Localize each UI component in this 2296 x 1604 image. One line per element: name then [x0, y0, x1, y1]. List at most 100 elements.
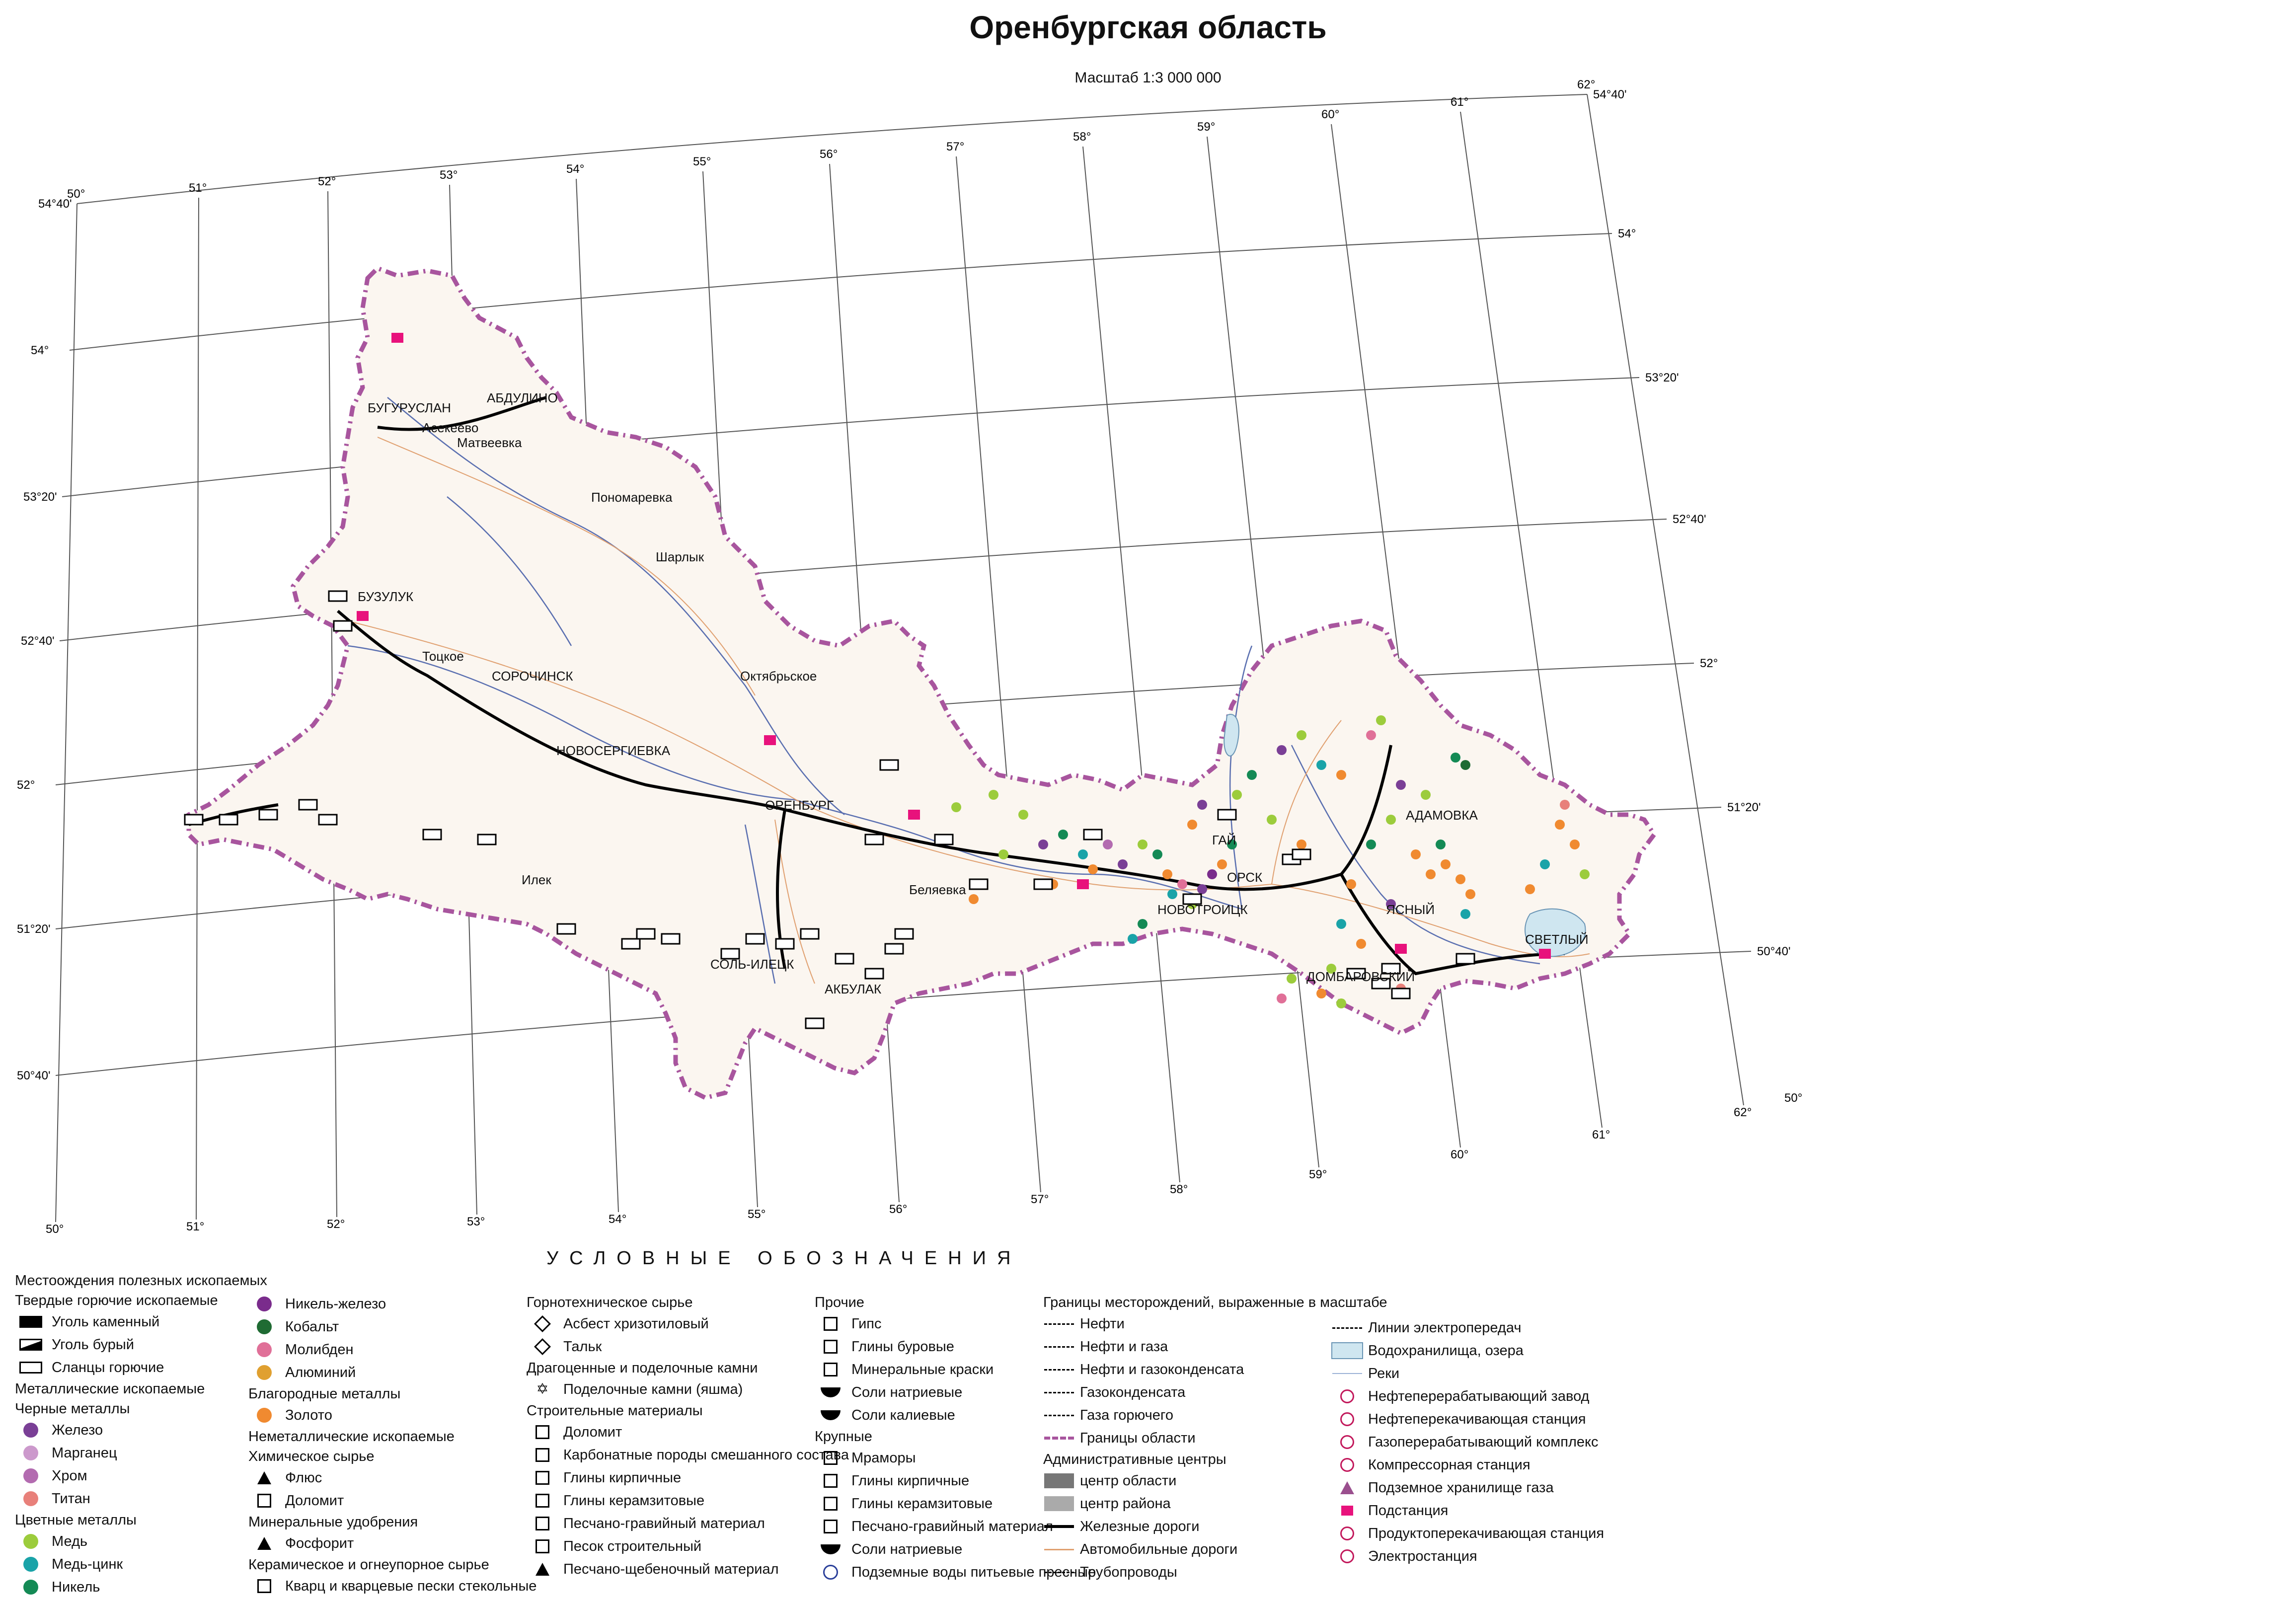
deposit-box-symbol — [1371, 978, 1391, 990]
copper-deposit-marker — [1386, 815, 1396, 825]
chrome-deposit-marker — [1103, 840, 1113, 849]
legend-label: Газа горючего — [1080, 1407, 1173, 1423]
line-legend-symbol — [1043, 1383, 1075, 1401]
longitude-label-top: 59° — [1197, 120, 1215, 134]
legend-row: Водохранилища, озера — [1331, 1339, 1604, 1362]
dot-legend-symbol — [248, 1341, 280, 1359]
longitude-label-bottom: 53° — [467, 1215, 485, 1228]
map-title: Оренбургская область — [969, 9, 1327, 45]
molybdenum-deposit-marker — [1177, 879, 1187, 889]
legend-label: Электростанция — [1368, 1548, 1477, 1564]
longitude-label-bottom: 60° — [1451, 1148, 1468, 1161]
legend-row: Границы месторождений, выраженные в масш… — [1043, 1293, 1387, 1312]
legend-row: Уголь каменный — [15, 1310, 267, 1333]
legend-label: Нефтеперекачивающая станция — [1368, 1411, 1586, 1427]
deposit-box-symbol — [1346, 968, 1366, 980]
psq-legend-symbol — [1331, 1502, 1363, 1520]
deposit-box-symbol — [1455, 953, 1475, 965]
legend-row: Фосфорит — [248, 1532, 536, 1555]
deposit-box-symbol — [1182, 893, 1202, 905]
legend-label: Асбест хризотиловый — [563, 1316, 709, 1332]
sq-legend-symbol — [527, 1423, 558, 1441]
legend-label: Сланцы горючие — [52, 1360, 164, 1375]
line-legend-symbol — [1331, 1319, 1363, 1337]
legend-label: Соли натриевые — [851, 1384, 963, 1400]
legend-row: Компрессорная станция — [1331, 1453, 1604, 1476]
copper-deposit-marker — [998, 849, 1008, 859]
deposit-box-symbol — [1083, 829, 1103, 840]
legend-label: Гипс — [851, 1316, 882, 1332]
longitude-label-top: 54° — [566, 162, 584, 176]
legend-row: Твердые горючие ископаемые — [15, 1291, 267, 1310]
legend-row: Местоождения полезных ископаемых — [15, 1271, 267, 1291]
legend-row: Титан — [15, 1487, 267, 1510]
legend-row: Никель-железо — [248, 1293, 536, 1315]
nickel-deposit-marker — [1436, 840, 1446, 849]
legend-label: Тальк — [563, 1339, 602, 1355]
legend-label: Реки — [1368, 1366, 1400, 1381]
copper-deposit-marker — [951, 802, 961, 812]
gold-deposit-marker — [1426, 869, 1436, 879]
place-label: БУЗУЛУК — [358, 589, 413, 604]
brown-legend-symbol — [15, 1336, 47, 1354]
diamond-legend-symbol — [527, 1338, 558, 1356]
meridian-line — [1082, 146, 1180, 1183]
sq-legend-symbol — [815, 1338, 846, 1356]
deposit-box-symbol — [800, 928, 820, 940]
legend-label: Глины кирпичные — [851, 1473, 970, 1489]
longitude-label-top: 50° — [67, 187, 85, 201]
legend-label: Подстанция — [1368, 1503, 1449, 1519]
sq-legend-symbol — [527, 1446, 558, 1464]
molybdenum-deposit-marker — [1366, 730, 1376, 740]
deposit-box-symbol — [879, 759, 899, 771]
gold-deposit-marker — [1088, 864, 1098, 874]
legend-label: Никель-железо — [285, 1296, 386, 1312]
deposit-box-symbol — [720, 948, 740, 960]
legend-row: центр района — [1043, 1492, 1387, 1515]
sq-legend-symbol — [815, 1472, 846, 1490]
latitude-label-right: 53°20' — [1645, 371, 1679, 384]
legend-label: Нефтеперерабатывающий завод — [1368, 1388, 1590, 1404]
copper_zinc-deposit-marker — [1460, 909, 1470, 919]
legend-label: Кобальт — [285, 1319, 339, 1335]
legend-column-3: Горнотехническое сырье Асбест хризотиловы… — [527, 1293, 849, 1581]
legend-row: Строительные материалы — [527, 1401, 849, 1421]
deposit-box-symbol — [298, 799, 318, 811]
longitude-label-top: 62° — [1577, 78, 1595, 91]
legend-row: Прочие — [815, 1293, 1096, 1312]
legend-label: Алюминий — [285, 1365, 356, 1380]
legend-label: центр области — [1080, 1473, 1177, 1489]
latitude-label-left: 54°40' — [38, 197, 72, 211]
iron-deposit-marker — [1277, 745, 1287, 755]
legend-label: Соли натриевые — [851, 1541, 963, 1557]
longitude-label-bottom: 55° — [748, 1208, 765, 1221]
latitude-label-left: 51°20' — [17, 922, 51, 936]
legend-label: Минеральные краски — [851, 1362, 994, 1377]
gold-deposit-marker — [1465, 889, 1475, 899]
legend-label: Водохранилища, озера — [1368, 1343, 1524, 1359]
copper-deposit-marker — [1267, 815, 1277, 825]
legend-column-5: Границы месторождений, выраженные в масш… — [1043, 1293, 1387, 1584]
deposit-box-symbol — [422, 829, 442, 840]
legend-label: Неметаллические ископаемые — [248, 1429, 455, 1445]
shale-legend-symbol — [15, 1359, 47, 1376]
gold-deposit-marker — [1570, 840, 1580, 849]
pink-legend-symbol — [1331, 1456, 1363, 1474]
border-legend-symbol — [1043, 1429, 1075, 1447]
longitude-label-top: 57° — [946, 140, 964, 153]
longitude-label-bottom: 58° — [1170, 1183, 1188, 1196]
legend-label: Нефти и газа — [1080, 1339, 1168, 1355]
legend-label: Уголь каменный — [52, 1314, 160, 1330]
deposit-box-symbol — [1217, 809, 1237, 821]
star-legend-symbol: ✡ — [536, 1381, 549, 1397]
sq-legend-symbol — [815, 1518, 846, 1535]
place-label: Тоцкое — [422, 649, 464, 664]
legend-label: Административные центры — [1043, 1451, 1226, 1467]
legend-row: Флюс — [248, 1466, 536, 1489]
titan-deposit-marker — [1560, 800, 1570, 810]
legend-column-6: Линии электропередач Водохранилища, озера… — [1331, 1316, 1604, 1568]
dot-legend-symbol — [248, 1364, 280, 1381]
legend-row: Линии электропередач — [1331, 1316, 1604, 1339]
deposit-box-symbol — [1033, 878, 1053, 890]
legend-row: Соли калиевые — [815, 1404, 1096, 1427]
